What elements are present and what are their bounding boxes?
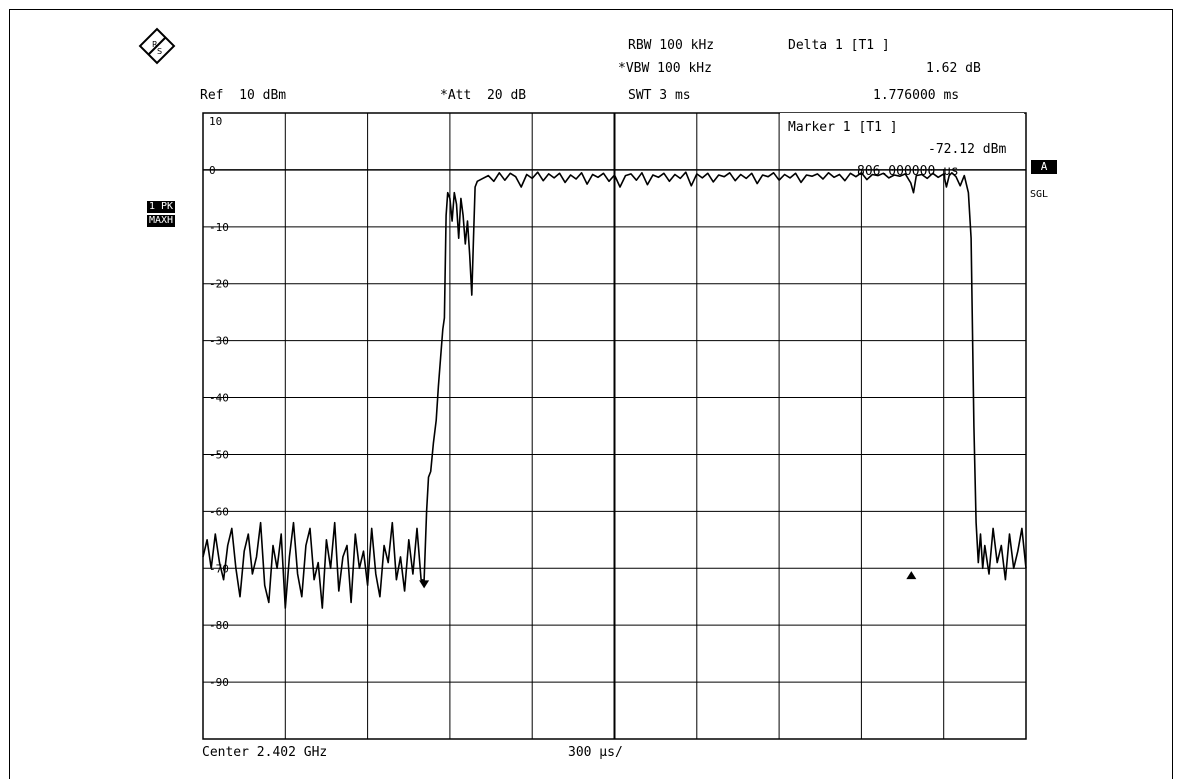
rbw-label: RBW 100 kHz — [628, 38, 715, 53]
delta-1-symbol — [906, 571, 917, 580]
y-tick-label-1: 0 — [209, 164, 216, 177]
delta-value: 1.62 dB — [926, 61, 981, 76]
marker-level: -72.12 dBm — [928, 142, 1006, 157]
plot-grid — [202, 112, 1027, 740]
marker-1-symbol — [419, 580, 430, 589]
y-tick-label-2: -10 — [209, 221, 229, 234]
vbw-label: *VBW 100 kHz — [618, 61, 712, 76]
span-per-division: 300 µs/ — [568, 745, 623, 760]
y-tick-labels: 100-10-20-30-40-50-60-70-80-90 — [209, 115, 229, 689]
y-tick-label-0: 10 — [209, 115, 222, 128]
y-tick-label-6: -50 — [209, 448, 229, 461]
y-tick-label-3: -20 — [209, 278, 229, 291]
trace-a-badge: A — [1031, 160, 1057, 174]
center-frequency: Center 2.402 GHz — [202, 745, 328, 760]
y-tick-label-7: -60 — [209, 505, 229, 518]
sweep-time: SWT 3 ms — [628, 88, 691, 103]
delta-title: Delta 1 [T1 ] — [788, 38, 890, 53]
marker-readout-box: Marker 1 [T1 ] -72.12 dBm 806.000000 µs — [780, 113, 1024, 179]
trace-line-0 — [202, 171, 1027, 609]
ref-level: Ref 10 dBm — [200, 88, 287, 103]
delta-time: 1.776000 ms — [873, 88, 960, 103]
trace-mode-maxh: MAXH — [147, 215, 176, 227]
attenuation: *Att 20 dB — [440, 88, 527, 103]
svg-text:R: R — [152, 40, 158, 49]
y-tick-label-10: -90 — [209, 676, 229, 689]
instrument-frame — [9, 9, 1173, 779]
y-tick-label-5: -40 — [209, 392, 229, 405]
svg-text:S: S — [157, 47, 162, 56]
marker-title: Marker 1 [T1 ] — [788, 120, 898, 135]
marker-time: 806.000000 µs — [857, 164, 959, 179]
y-tick-label-9: -80 — [209, 619, 229, 632]
rs-logo-icon: R S — [138, 27, 176, 65]
y-tick-label-4: -30 — [209, 335, 229, 348]
trace-group — [202, 171, 1027, 609]
trace-mode-pk: 1 PK — [147, 201, 176, 213]
sgl-label: SGL — [1030, 189, 1049, 200]
marker-group — [419, 571, 917, 589]
